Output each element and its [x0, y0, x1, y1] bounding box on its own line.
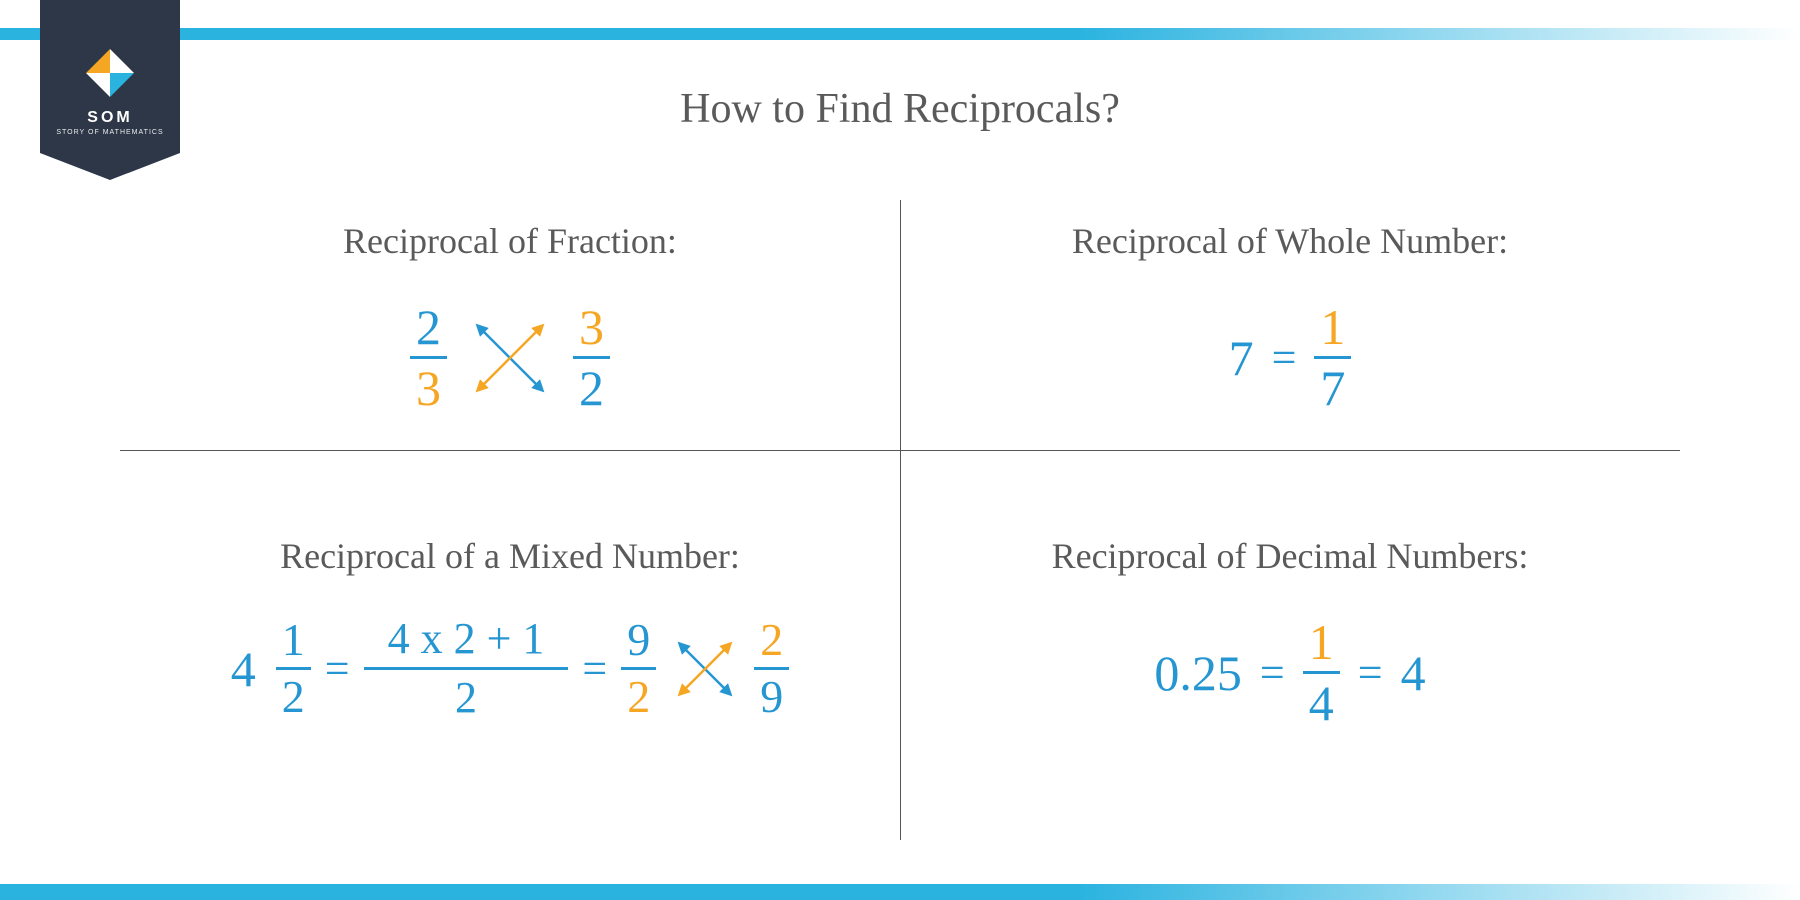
cross-arrows-icon: [465, 313, 555, 403]
quadrant-title: Reciprocal of Whole Number:: [1072, 220, 1508, 262]
top-accent-bar: [0, 28, 1800, 40]
quadrant-decimal: Reciprocal of Decimal Numbers: 0.25 = 1 …: [900, 515, 1680, 830]
som-logo-icon: [82, 45, 138, 101]
quadrant-title: Reciprocal of Fraction:: [343, 220, 677, 262]
numerator: 2: [410, 302, 447, 356]
equals-sign: =: [582, 643, 607, 694]
reciprocal-result: 4: [1401, 644, 1426, 702]
improper-fraction: 9 2: [621, 617, 656, 720]
quadrant-mixed: Reciprocal of a Mixed Number: 4 1 2 = 4 …: [120, 515, 900, 830]
fraction-reciprocal: 3 2: [573, 302, 610, 413]
denominator: 2: [445, 670, 487, 720]
numerator: 9: [621, 617, 656, 667]
decimal-value: 0.25: [1154, 644, 1242, 702]
equals-sign: =: [325, 643, 350, 694]
reciprocal-fraction: 1 7: [1314, 302, 1351, 413]
logo-text: SOM: [87, 109, 132, 127]
quadrant-title: Reciprocal of a Mixed Number:: [280, 535, 740, 577]
reciprocal-fraction: 2 9: [754, 617, 789, 720]
denominator: 4: [1303, 674, 1340, 728]
decimal-as-fraction: 1 4: [1303, 617, 1340, 728]
quadrant-grid: Reciprocal of Fraction: 2 3 3 2: [120, 200, 1680, 830]
page-title: How to Find Reciprocals?: [0, 85, 1800, 133]
numerator: 1: [1303, 617, 1340, 671]
logo-tagline: STORY OF MATHEMATICS: [56, 129, 163, 136]
mixed-whole-part: 4: [231, 640, 256, 698]
mixed-fraction-part: 1 2: [276, 617, 311, 720]
numerator: 4 x 2 + 1: [364, 617, 569, 667]
equals-sign: =: [1260, 647, 1285, 698]
numerator: 2: [754, 617, 789, 667]
quadrant-fraction: Reciprocal of Fraction: 2 3 3 2: [120, 200, 900, 515]
denominator: 3: [410, 359, 447, 413]
logo-badge: SOM STORY OF MATHEMATICS: [40, 0, 180, 180]
equals-sign: =: [1272, 332, 1297, 383]
numerator: 1: [1314, 302, 1351, 356]
denominator: 9: [754, 670, 789, 720]
whole-number: 7: [1229, 329, 1254, 387]
cross-arrows-icon: [670, 634, 740, 704]
mixed-reciprocal-expression: 4 1 2 = 4 x 2 + 1 2 = 9 2: [231, 617, 789, 720]
denominator: 2: [276, 670, 311, 720]
denominator: 2: [573, 359, 610, 413]
numerator: 3: [573, 302, 610, 356]
numerator: 1: [276, 617, 311, 667]
decimal-reciprocal-expression: 0.25 = 1 4 = 4: [1154, 617, 1425, 728]
fraction-original: 2 3: [410, 302, 447, 413]
quadrant-whole: Reciprocal of Whole Number: 7 = 1 7: [900, 200, 1680, 515]
whole-reciprocal-expression: 7 = 1 7: [1229, 302, 1352, 413]
conversion-fraction: 4 x 2 + 1 2: [364, 617, 569, 720]
fraction-swap-expression: 2 3 3 2: [410, 302, 610, 413]
denominator: 2: [621, 670, 656, 720]
quadrant-title: Reciprocal of Decimal Numbers:: [1052, 535, 1529, 577]
denominator: 7: [1314, 359, 1351, 413]
bottom-accent-bar: [0, 884, 1800, 900]
equals-sign: =: [1358, 647, 1383, 698]
